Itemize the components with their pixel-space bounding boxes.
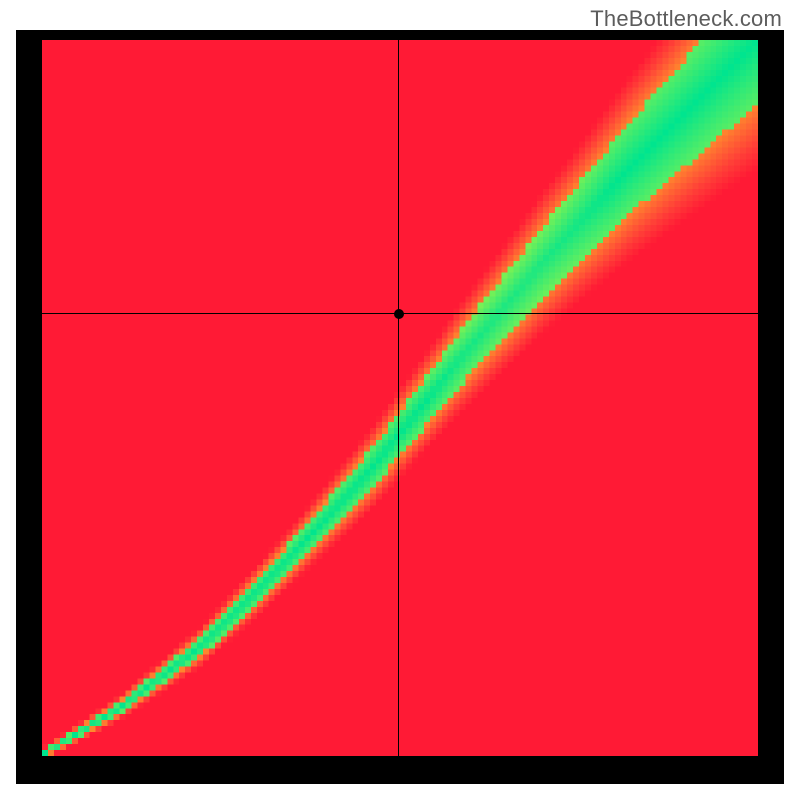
crosshair-vertical bbox=[398, 40, 399, 756]
heatmap-plot bbox=[42, 40, 758, 756]
crosshair-dot bbox=[394, 309, 404, 319]
heatmap-canvas bbox=[42, 40, 758, 756]
page-wrap: TheBottleneck.com bbox=[0, 0, 800, 800]
chart-frame bbox=[16, 30, 784, 784]
attribution-text: TheBottleneck.com bbox=[590, 6, 782, 32]
